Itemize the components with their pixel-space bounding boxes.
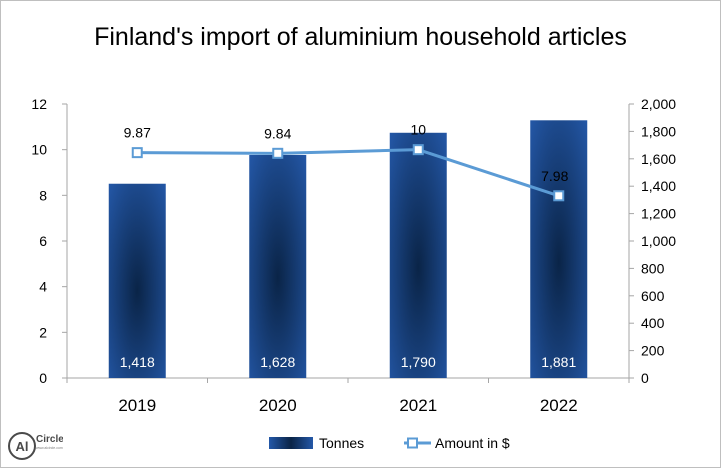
right-tick-label: 1,800	[641, 123, 676, 139]
line-value-label: 9.84	[264, 125, 291, 141]
right-tick-label: 600	[641, 288, 665, 304]
right-tick-label: 1,000	[641, 233, 676, 249]
right-tick-label: 400	[641, 315, 665, 331]
bar-value-label: 1,628	[260, 354, 295, 370]
line-value-label: 9.87	[124, 125, 151, 141]
left-tick-label: 0	[39, 370, 47, 386]
bar-value-label: 1,418	[120, 354, 155, 370]
legend-swatch-tonnes	[269, 437, 313, 449]
legend-label-tonnes: Tonnes	[319, 435, 364, 451]
logo-tagline: www.alcircle.com	[36, 446, 63, 450]
right-tick-label: 800	[641, 260, 665, 276]
line-amount	[137, 148, 560, 198]
line-point	[412, 144, 424, 156]
left-tick-label: 4	[39, 279, 47, 295]
line-value-label: 7.98	[541, 168, 568, 184]
logo-text-left: Al	[16, 439, 29, 454]
alcircle-logo: Al Circle www.alcircle.com	[8, 432, 63, 460]
legend-label-amount: Amount in $	[435, 435, 510, 451]
bar-tonnes	[530, 120, 588, 378]
bar-tonnes	[249, 154, 307, 378]
left-tick-label: 8	[39, 187, 47, 203]
right-tick-label: 1,200	[641, 206, 676, 222]
line-point	[553, 190, 565, 202]
left-tick-label: 10	[31, 142, 47, 158]
bar-value-label: 1,881	[541, 354, 576, 370]
bar-tonnes	[389, 132, 447, 378]
right-tick-label: 0	[641, 370, 649, 386]
right-tick-label: 1,600	[641, 151, 676, 167]
right-tick-label: 1,400	[641, 178, 676, 194]
line-point	[272, 147, 284, 159]
line-value-label: 10	[410, 122, 426, 138]
right-tick-label: 2,000	[641, 96, 676, 112]
category-label: 2019	[118, 396, 156, 415]
right-tick-label: 200	[641, 343, 665, 359]
left-tick-label: 2	[39, 324, 47, 340]
category-label: 2020	[259, 396, 297, 415]
logo-text-right: Circle	[36, 434, 63, 445]
legend-swatch-amount-marker	[407, 437, 418, 449]
category-label: 2021	[399, 396, 437, 415]
bar-tonnes	[108, 183, 166, 378]
line-point	[131, 147, 143, 159]
bar-value-label: 1,790	[401, 354, 436, 370]
category-label: 2022	[540, 396, 578, 415]
left-tick-label: 6	[39, 233, 47, 249]
left-tick-label: 12	[31, 96, 47, 112]
chart-title: Finland's import of aluminium household …	[94, 23, 627, 51]
